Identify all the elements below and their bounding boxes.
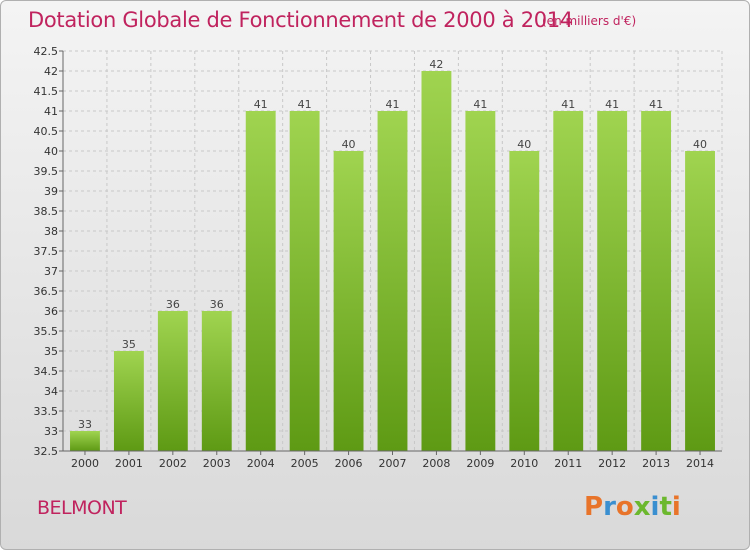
- y-tick-label: 37: [44, 265, 58, 278]
- bar-value-label: 40: [693, 138, 707, 151]
- bar: [421, 71, 452, 451]
- logo-letter: o: [615, 492, 634, 522]
- y-tick-label: 40: [44, 145, 58, 158]
- bar: [333, 151, 364, 451]
- chart-subtitle: (en milliers d'€): [542, 14, 637, 28]
- chart-title: Dotation Globale de Fonctionnement de 20…: [28, 8, 573, 32]
- bars: 33 35 36 36 41 41 40 41 42 41 40 41 41 41 40: [70, 58, 715, 451]
- bar: [377, 111, 408, 451]
- bar: [157, 311, 188, 451]
- y-tick-label: 34: [44, 385, 58, 398]
- x-tick-label: 2007: [379, 457, 407, 470]
- x-tick-label: 2008: [422, 457, 450, 470]
- bar-value-label: 40: [342, 138, 356, 151]
- bar: [509, 151, 540, 451]
- bar-value-label: 41: [649, 98, 663, 111]
- commune-name: BELMONT: [37, 497, 127, 519]
- bar: [201, 311, 232, 451]
- y-tick-label: 39.5: [34, 165, 59, 178]
- bar-value-label: 41: [254, 98, 268, 111]
- y-tick-label: 38.5: [34, 205, 59, 218]
- bar: [113, 351, 144, 451]
- y-tick-label: 34.5: [34, 365, 59, 378]
- logo-letter: P: [584, 492, 604, 522]
- bar-value-label: 35: [122, 338, 136, 351]
- logo-letter: t: [659, 492, 672, 522]
- logo-letter: i: [650, 492, 660, 522]
- y-tick-label: 33: [44, 425, 58, 438]
- x-tick-label: 2005: [291, 457, 319, 470]
- y-tick-label: 33.5: [34, 405, 59, 418]
- bar-value-label: 40: [517, 138, 531, 151]
- x-tick-label: 2003: [203, 457, 231, 470]
- y-tick-label: 36: [44, 305, 58, 318]
- bar-value-label: 33: [78, 418, 92, 431]
- bar: [245, 111, 276, 451]
- proxiti-logo[interactable]: Proxiti: [584, 492, 681, 522]
- bar-value-label: 36: [166, 298, 180, 311]
- x-tick-label: 2009: [466, 457, 494, 470]
- y-tick-label: 42.5: [34, 45, 59, 58]
- y-tick-label: 38: [44, 225, 58, 238]
- axes: 32.5 33 33.5 34 34.5 35 35.5 36 36.5 37 37.5 38 38.5…: [34, 45, 722, 470]
- x-tick-label: 2002: [159, 457, 187, 470]
- bar: [465, 111, 496, 451]
- x-tick-label: 2006: [335, 457, 363, 470]
- x-tick-label: 2012: [598, 457, 626, 470]
- bar-value-label: 41: [386, 98, 400, 111]
- logo-letter: i: [671, 492, 681, 522]
- logo-letter: x: [633, 492, 651, 522]
- bar-value-label: 41: [561, 98, 575, 111]
- x-tick-label: 2013: [642, 457, 670, 470]
- logo-letter: r: [603, 492, 616, 522]
- y-tick-label: 41.5: [34, 85, 59, 98]
- bar-value-label: 41: [473, 98, 487, 111]
- x-tick-label: 2000: [71, 457, 99, 470]
- y-tick-label: 36.5: [34, 285, 59, 298]
- y-tick-label: 41: [44, 105, 58, 118]
- bar: [70, 431, 100, 451]
- y-tick-label: 35: [44, 345, 58, 358]
- bar-value-label: 41: [605, 98, 619, 111]
- bar: [289, 111, 320, 451]
- y-tick-label: 35.5: [34, 325, 59, 338]
- bar: [685, 151, 715, 451]
- x-tick-label: 2011: [554, 457, 582, 470]
- y-tick-label: 40.5: [34, 125, 59, 138]
- x-tick-label: 2010: [510, 457, 538, 470]
- y-tick-label: 32.5: [34, 445, 59, 458]
- x-tick-label: 2014: [686, 457, 714, 470]
- y-tick-label: 37.5: [34, 245, 59, 258]
- x-tick-label: 2001: [115, 457, 143, 470]
- y-tick-label: 42: [44, 65, 58, 78]
- bar: [641, 111, 672, 451]
- bar: [597, 111, 628, 451]
- y-tick-label: 39: [44, 185, 58, 198]
- bar-value-label: 42: [429, 58, 443, 71]
- bar-value-label: 41: [298, 98, 312, 111]
- x-tick-label: 2004: [247, 457, 275, 470]
- bar-value-label: 36: [210, 298, 224, 311]
- bar: [553, 111, 584, 451]
